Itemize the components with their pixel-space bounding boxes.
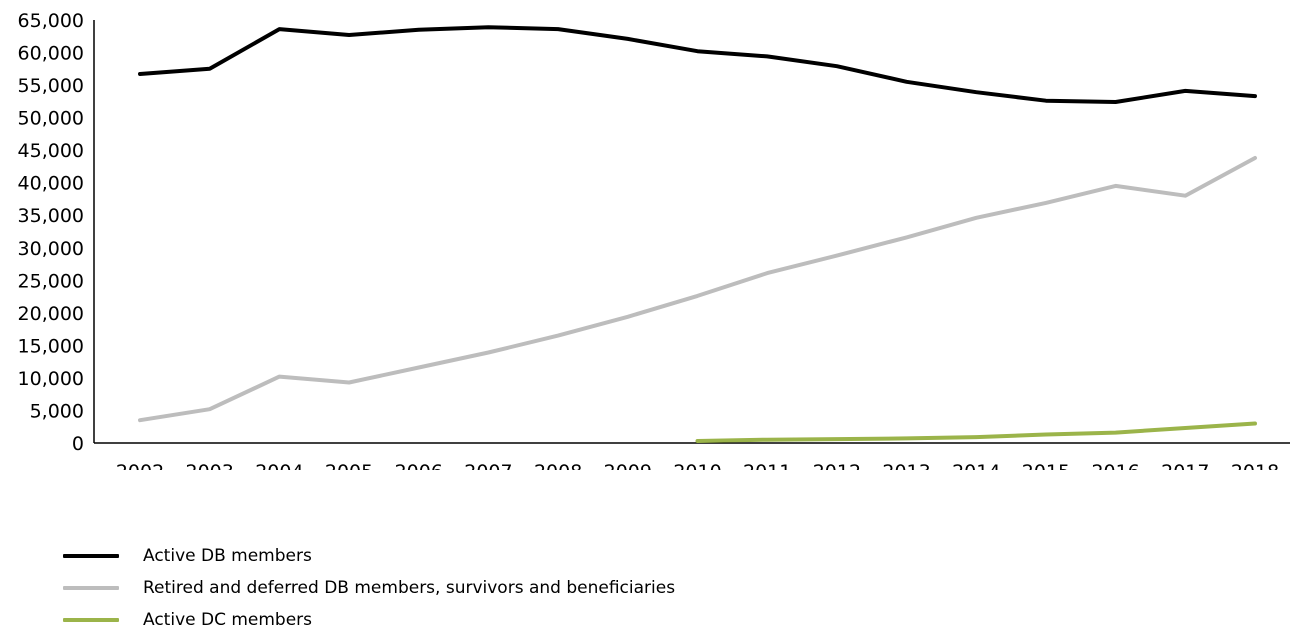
series-layer bbox=[138, 25, 1257, 443]
legend: Active DB members Retired and deferred D… bbox=[0, 540, 675, 636]
legend-swatch bbox=[63, 618, 119, 622]
y-tick-label: 40,000 bbox=[18, 173, 84, 195]
legend-label: Active DB members bbox=[143, 546, 312, 566]
legend-swatch bbox=[63, 554, 119, 558]
x-axis-ticks: 2002 2003 2004 2005 2006 2007 2008 2009 2010 2011… bbox=[116, 461, 1279, 470]
series-line-1 bbox=[138, 156, 1257, 423]
x-tick-label: 2010 bbox=[673, 461, 721, 470]
series-line-2 bbox=[695, 421, 1257, 443]
legend-label: Retired and deferred DB members, survivo… bbox=[143, 578, 676, 598]
y-tick-label: 25,000 bbox=[18, 270, 84, 292]
series-line-0 bbox=[138, 25, 1257, 104]
x-tick-label: 2004 bbox=[255, 461, 303, 470]
legend-label: Active DC members bbox=[143, 610, 313, 630]
legend-item-active-db: Active DB members bbox=[0, 540, 675, 572]
x-tick-label: 2003 bbox=[186, 461, 234, 470]
y-tick-label: 10,000 bbox=[18, 368, 84, 390]
y-tick-label: 35,000 bbox=[18, 205, 84, 227]
x-tick-label: 2006 bbox=[395, 461, 443, 470]
x-tick-label: 2008 bbox=[534, 461, 582, 470]
x-tick-label: 2002 bbox=[116, 461, 164, 470]
x-tick-label: 2013 bbox=[882, 461, 930, 470]
x-tick-label: 2015 bbox=[1022, 461, 1070, 470]
x-tick-label: 2016 bbox=[1091, 461, 1139, 470]
x-tick-label: 2018 bbox=[1231, 461, 1279, 470]
y-tick-label: 15,000 bbox=[18, 335, 84, 357]
y-tick-label: 55,000 bbox=[18, 75, 84, 97]
line-chart: 0 5,000 10,000 15,000 20,000 25,000 30,000 35,0… bbox=[18, 10, 1290, 470]
y-tick-label: 45,000 bbox=[18, 140, 84, 162]
y-tick-label: 65,000 bbox=[18, 10, 84, 32]
x-tick-label: 2007 bbox=[464, 461, 512, 470]
legend-item-retired-db: Retired and deferred DB members, survivo… bbox=[0, 572, 675, 604]
y-axis-ticks: 0 5,000 10,000 15,000 20,000 25,000 30,000 35,0… bbox=[18, 10, 84, 455]
x-tick-label: 2017 bbox=[1161, 461, 1209, 470]
x-tick-label: 2012 bbox=[813, 461, 861, 470]
x-tick-label: 2005 bbox=[325, 461, 373, 470]
y-tick-label: 30,000 bbox=[18, 238, 84, 260]
y-tick-label: 5,000 bbox=[30, 400, 84, 422]
y-tick-label: 20,000 bbox=[18, 303, 84, 325]
y-tick-label: 50,000 bbox=[18, 108, 84, 130]
y-tick-label: 0 bbox=[72, 433, 84, 455]
y-tick-label: 60,000 bbox=[18, 43, 84, 65]
legend-item-active-dc: Active DC members bbox=[0, 604, 675, 636]
x-tick-label: 2014 bbox=[952, 461, 1000, 470]
legend-swatch bbox=[63, 586, 119, 590]
x-tick-label: 2011 bbox=[743, 461, 791, 470]
x-tick-label: 2009 bbox=[604, 461, 652, 470]
